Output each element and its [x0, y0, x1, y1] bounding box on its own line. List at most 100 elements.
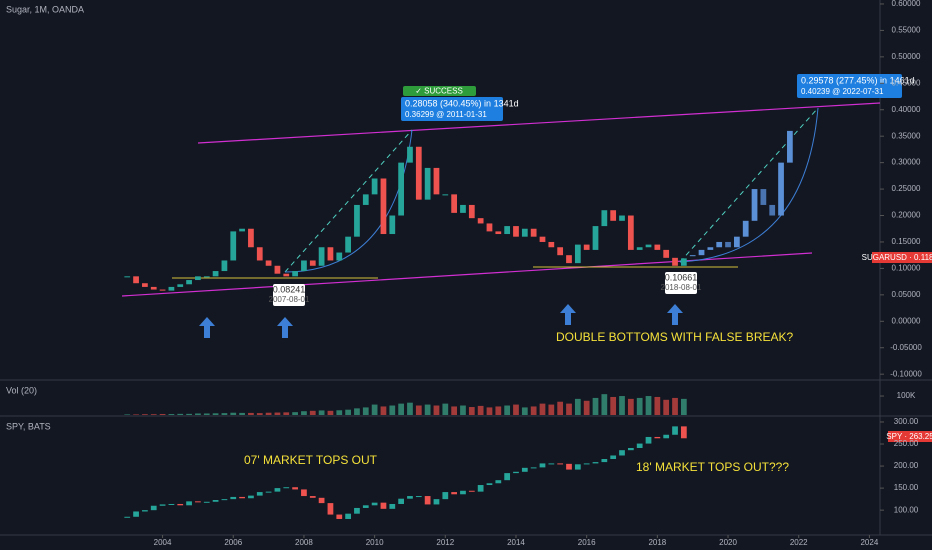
candle	[751, 189, 758, 221]
candle	[150, 505, 157, 511]
candle	[460, 204, 466, 213]
candle	[124, 276, 131, 278]
volume-bar	[345, 409, 351, 415]
x-tick-label: 2004	[154, 538, 172, 547]
y-tick-label: 0.40000	[892, 105, 921, 114]
last-price-tag	[888, 431, 932, 442]
candle	[663, 249, 670, 258]
candle	[186, 280, 192, 285]
candle	[301, 489, 307, 497]
volume-bar	[274, 412, 281, 415]
volume-bar	[177, 413, 184, 415]
candle	[133, 276, 139, 284]
candle	[442, 492, 449, 500]
candle	[415, 146, 422, 200]
x-tick-label: 2014	[507, 538, 525, 547]
candle	[574, 244, 581, 264]
candle	[460, 490, 466, 495]
candle	[398, 498, 404, 504]
candle	[566, 255, 572, 264]
volume-bar	[389, 405, 396, 415]
y-tick-label: 0.55000	[892, 26, 921, 35]
volume-bar	[610, 396, 617, 415]
volume-bar	[574, 398, 581, 415]
volume-bar	[150, 414, 157, 415]
volume-bar	[415, 405, 422, 415]
candle	[601, 459, 608, 463]
candle	[380, 502, 387, 509]
candle	[548, 241, 555, 248]
volume-bar	[265, 412, 272, 415]
candle	[619, 450, 625, 456]
candle	[468, 204, 475, 219]
candle	[177, 503, 184, 506]
candle	[150, 286, 157, 290]
volume-bar	[627, 398, 634, 415]
candle	[380, 178, 387, 235]
measure-text: 0.36299 @ 2011-01-31	[405, 110, 487, 119]
volume-bar	[371, 404, 378, 415]
candle	[698, 249, 705, 256]
candle	[654, 244, 661, 250]
candle	[389, 503, 396, 509]
volume-bar	[645, 396, 652, 415]
panel-title: SPY, BATS	[6, 421, 51, 431]
low-label: 0.10661	[665, 272, 698, 282]
volume-bar	[495, 406, 502, 415]
x-tick-label: 2022	[790, 538, 808, 547]
y-tick-label: -0.10000	[890, 369, 922, 378]
candle	[142, 510, 148, 512]
y-tick-label: 0.45000	[892, 78, 921, 87]
y-tick-label: 0.10000	[892, 264, 921, 273]
candle	[424, 496, 431, 505]
x-tick-label: 2008	[295, 538, 313, 547]
volume-bar	[221, 413, 228, 415]
candle	[504, 473, 511, 481]
candle	[689, 255, 696, 257]
candle	[283, 273, 290, 277]
candle	[742, 220, 749, 237]
volume-bar	[672, 397, 678, 415]
candle	[787, 130, 793, 163]
candle	[336, 514, 343, 519]
candle	[256, 247, 263, 261]
volume-bar	[619, 396, 625, 415]
candle	[566, 463, 572, 470]
arrow-up	[277, 317, 293, 338]
volume-bar	[186, 413, 192, 415]
volume-bar	[513, 404, 519, 415]
candle	[398, 162, 404, 216]
curve	[679, 107, 819, 263]
last-price-tag	[872, 252, 932, 263]
candle	[239, 228, 245, 232]
candle	[680, 258, 687, 266]
volume-bar	[168, 414, 175, 415]
y-tick-label: -0.05000	[890, 343, 922, 352]
candle	[345, 236, 351, 253]
success-badge	[403, 86, 476, 96]
candle	[610, 210, 617, 221]
candle	[301, 260, 307, 272]
y-tick-label: 0.60000	[892, 0, 921, 8]
arrow-up	[667, 304, 683, 325]
y-tick-label: 150.00	[894, 483, 919, 492]
measure-text: 0.28058 (340.45%) in 1341d	[405, 98, 519, 108]
volume-bar	[477, 405, 484, 415]
x-tick-label: 2010	[366, 538, 384, 547]
volume-bar	[380, 406, 387, 415]
candle	[248, 228, 254, 248]
y-tick-label: 100K	[897, 391, 916, 400]
candle	[619, 215, 625, 221]
volume-bar	[354, 408, 360, 415]
volume-bar	[504, 405, 511, 415]
candle	[672, 257, 678, 266]
candle	[221, 260, 228, 272]
candle	[433, 167, 440, 195]
candle	[574, 464, 581, 470]
candle	[707, 247, 714, 250]
candle	[733, 236, 740, 248]
volume-bar	[309, 410, 316, 415]
annotation-note: 07' MARKET TOPS OUT	[244, 453, 378, 467]
volume-bar	[142, 414, 148, 415]
